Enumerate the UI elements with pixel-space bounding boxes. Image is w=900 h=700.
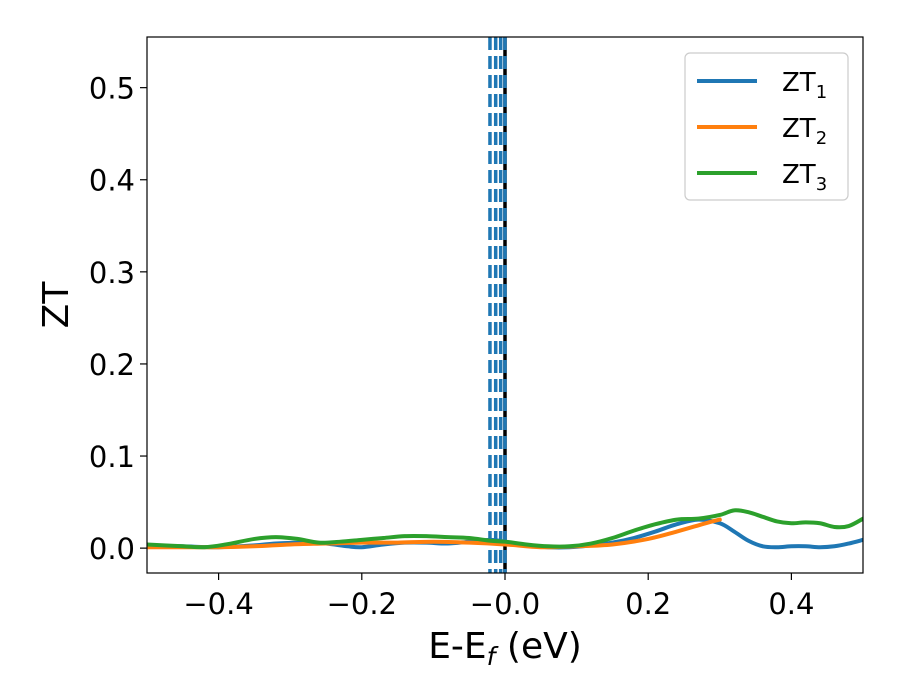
legend-label-zt1: ZT1	[782, 68, 827, 103]
legend-label-zt3: ZT3	[782, 160, 827, 195]
axes: −0.4 −0.2 −0.0 0.2 0.4 0.0 0.1 0.2 0.3 0.4 0.5	[89, 36, 864, 621]
x-axis-title: E-Ef (eV)	[428, 626, 582, 671]
plot-area	[147, 37, 863, 573]
legend-label-zt2: ZT2	[782, 114, 827, 149]
x-tick-label: −0.2	[327, 587, 397, 621]
y-tick-label: 0.5	[89, 72, 135, 106]
x-tick-label: 0.4	[768, 587, 814, 621]
x-tick-label: −0.4	[183, 587, 253, 621]
y-axis-title: ZT	[36, 281, 77, 329]
x-tick-label: 0.2	[625, 587, 671, 621]
series-line-zt2	[147, 517, 722, 550]
y-tick-label: 0.3	[89, 256, 135, 290]
y-tick-label: 0.4	[89, 164, 135, 198]
y-tick-label: 0.0	[89, 532, 135, 566]
y-tick-label: 0.1	[89, 440, 135, 474]
series-line-zt3	[147, 508, 863, 550]
plot-content	[147, 37, 863, 573]
legend-box	[684, 52, 849, 201]
legend: ZT1 ZT2 ZT3	[684, 52, 849, 201]
y-tick-label: 0.2	[89, 348, 135, 382]
x-tick-label: −0.0	[470, 587, 540, 621]
